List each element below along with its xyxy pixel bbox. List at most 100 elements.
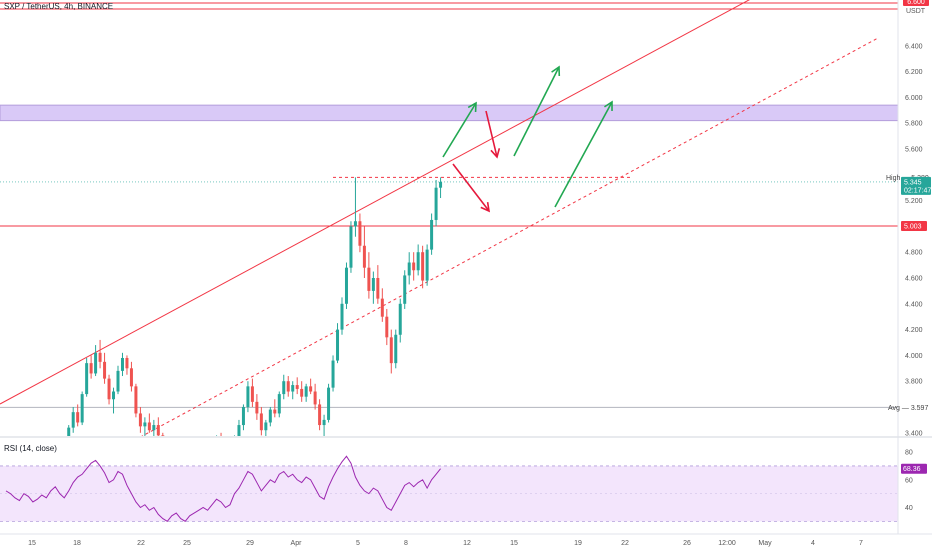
candle-body bbox=[179, 456, 182, 459]
candle-body bbox=[268, 409, 272, 423]
candle-body bbox=[188, 459, 191, 464]
candle-body bbox=[367, 267, 371, 291]
candle-body bbox=[255, 401, 259, 414]
candle-body bbox=[112, 391, 116, 400]
candle-body bbox=[45, 456, 48, 459]
candle-body bbox=[215, 438, 218, 448]
candle-body bbox=[259, 413, 263, 431]
current-price-badge bbox=[901, 176, 931, 195]
candle-body bbox=[349, 226, 353, 268]
candle-body bbox=[340, 303, 344, 330]
price-tick-label: 4.400 bbox=[905, 301, 923, 308]
candle-body bbox=[362, 245, 366, 268]
top-level-tag bbox=[903, 0, 929, 6]
candle-body bbox=[237, 425, 241, 436]
rsi-line bbox=[5, 455, 441, 523]
time-tick-label: 15 bbox=[28, 540, 36, 547]
time-tick-label: 8 bbox=[404, 540, 408, 547]
candle-body bbox=[286, 381, 290, 392]
candle-body bbox=[89, 363, 93, 374]
candle-body bbox=[327, 387, 331, 420]
arrow-up-3 bbox=[554, 100, 613, 208]
candle-body bbox=[129, 368, 133, 387]
currency-unit-label: USDT bbox=[906, 8, 926, 15]
candle-body bbox=[224, 446, 227, 451]
candle-body bbox=[143, 422, 147, 427]
candle-body bbox=[246, 386, 250, 407]
candle-body bbox=[58, 448, 61, 456]
rsi-title: RSI (14, close) bbox=[4, 444, 57, 453]
symbol-title: SXP / TetherUS, 4h, BINANCE bbox=[4, 2, 114, 11]
candle-body bbox=[49, 453, 52, 458]
candle-body bbox=[300, 388, 304, 397]
candle-body bbox=[67, 427, 71, 436]
candle-body bbox=[295, 385, 299, 389]
candle-body bbox=[76, 412, 80, 423]
candle-body bbox=[331, 360, 335, 388]
candle-body bbox=[206, 452, 209, 456]
candle-body bbox=[353, 221, 357, 227]
candle-body bbox=[197, 451, 200, 454]
price-tick-label: 6.200 bbox=[905, 69, 923, 76]
arrow-up-1 bbox=[442, 101, 477, 158]
candle-body bbox=[166, 446, 169, 454]
time-tick-label: 15 bbox=[510, 540, 518, 547]
price-tick-label: 3.400 bbox=[905, 430, 923, 437]
current-price-label: 5.345 bbox=[904, 179, 922, 186]
candle-body bbox=[434, 187, 438, 220]
time-tick-label: 12 bbox=[463, 540, 471, 547]
candle-body bbox=[202, 451, 205, 456]
candle-body bbox=[344, 267, 348, 304]
candle-body bbox=[421, 252, 425, 281]
candle-body bbox=[54, 453, 57, 456]
candle-body bbox=[184, 456, 187, 464]
candle-body bbox=[63, 443, 66, 448]
candle-body bbox=[304, 386, 308, 397]
candle-body bbox=[241, 407, 245, 426]
time-tick-label: 12:00 bbox=[718, 540, 736, 547]
candle-body bbox=[211, 448, 214, 452]
candle-body bbox=[175, 459, 178, 462]
candle-body bbox=[250, 386, 254, 402]
support-badge bbox=[901, 221, 927, 232]
candle-body bbox=[85, 363, 89, 395]
candle-body bbox=[273, 409, 277, 414]
bar-countdown-label: 02:17:47 bbox=[904, 187, 931, 194]
candle-body bbox=[282, 381, 286, 395]
price-tick-label: 4.200 bbox=[905, 327, 923, 334]
time-tick-label: Apr bbox=[291, 540, 303, 547]
top-level-tag-label: 6.600 bbox=[907, 0, 925, 6]
time-tick-label: 26 bbox=[683, 540, 691, 547]
support-badge-label: 5.003 bbox=[904, 224, 922, 231]
arrow-down-1 bbox=[485, 110, 501, 159]
price-tick-label: 6.400 bbox=[905, 43, 923, 50]
time-tick-label: 22 bbox=[621, 540, 629, 547]
candle-body bbox=[134, 386, 138, 414]
time-tick-label: 25 bbox=[183, 540, 191, 547]
candle-body bbox=[147, 422, 151, 431]
price-pane bbox=[0, 0, 898, 464]
candle-body bbox=[107, 378, 111, 400]
price-tick-label: 6.000 bbox=[905, 95, 923, 102]
candle-body bbox=[439, 181, 443, 188]
candle-body bbox=[416, 252, 420, 271]
candle-body bbox=[376, 278, 380, 299]
upper-trend-line bbox=[0, 0, 750, 405]
candle-body bbox=[412, 262, 416, 271]
candle-body bbox=[233, 438, 236, 448]
candle-body bbox=[371, 278, 375, 291]
candle-body bbox=[385, 316, 389, 338]
candle-body bbox=[322, 419, 326, 426]
candle-body bbox=[156, 425, 160, 436]
price-tick-label: 5.800 bbox=[905, 121, 923, 128]
candle-body bbox=[403, 275, 407, 304]
price-tick-label: 5.200 bbox=[905, 198, 923, 205]
time-tick-label: 5 bbox=[356, 540, 360, 547]
arrow-up-2 bbox=[513, 65, 561, 157]
time-tick-label: 19 bbox=[574, 540, 582, 547]
rsi-pane bbox=[0, 455, 898, 523]
candle-body bbox=[138, 413, 142, 427]
rsi-value-label: 68.36 bbox=[903, 466, 921, 473]
candle-body bbox=[309, 386, 313, 392]
